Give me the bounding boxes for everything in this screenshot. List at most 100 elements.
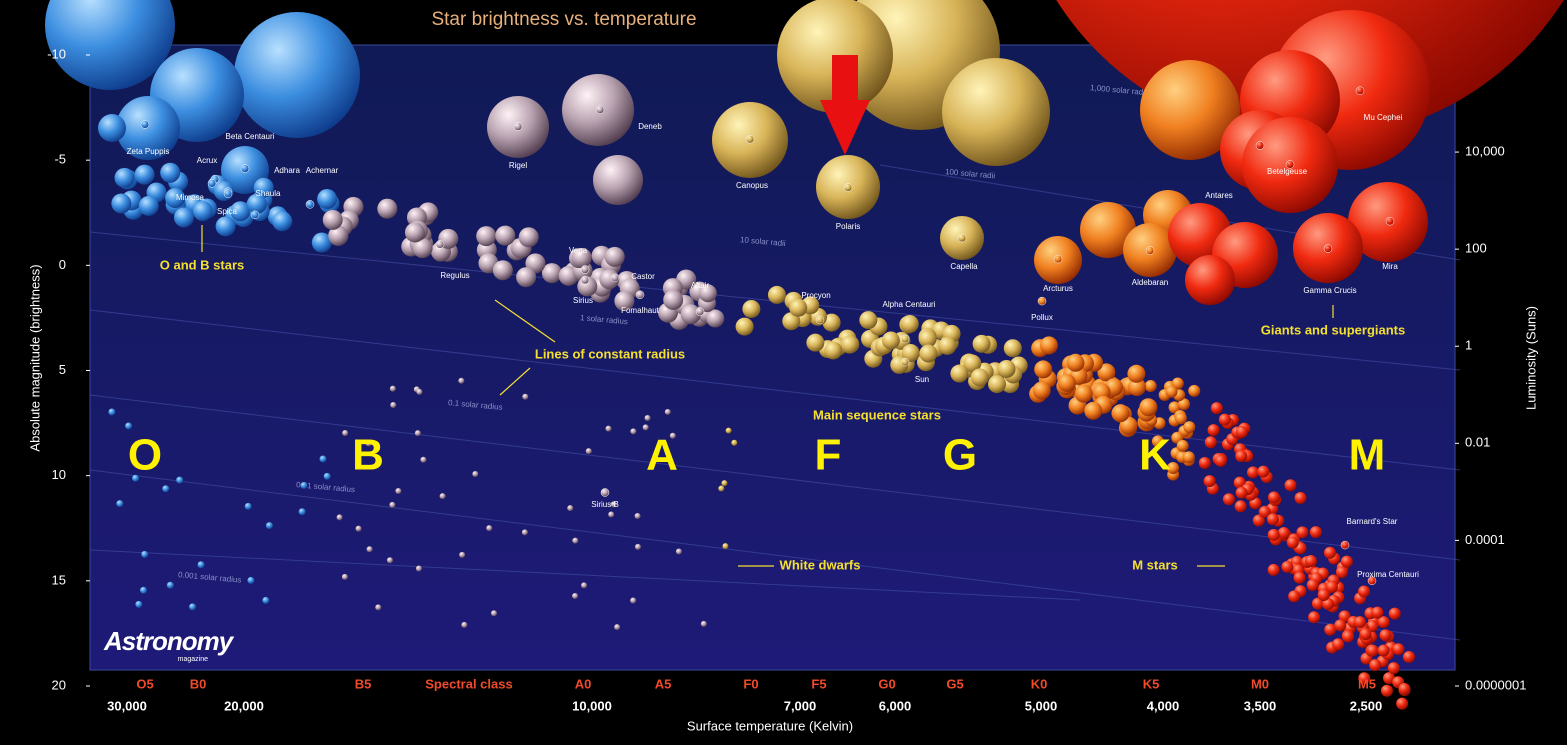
star-illustration [165, 187, 186, 208]
chart-title: Star brightness vs. temperature [431, 9, 696, 30]
star-illustration [375, 604, 382, 611]
named-star [435, 240, 445, 249]
star-illustration [1234, 500, 1247, 513]
star-illustration [806, 333, 825, 352]
star-illustration [1066, 353, 1085, 372]
star-illustration [1286, 536, 1299, 549]
star-illustration [1358, 585, 1371, 598]
star-illustration [1377, 644, 1390, 657]
star-illustration [45, 0, 175, 90]
star-illustration [328, 225, 349, 246]
named-star [1145, 246, 1155, 255]
star-label: Mira [1382, 262, 1398, 271]
star-label: Fomalhaut [621, 306, 660, 315]
star-illustration [950, 364, 969, 383]
star-illustration [98, 114, 126, 142]
star-illustration [1252, 514, 1265, 527]
star-illustration [253, 177, 274, 198]
star-illustration [265, 522, 273, 530]
class-letter: A [646, 431, 678, 480]
y2-tick-label: 0.0000001 [1465, 677, 1526, 692]
spectral-label: Spectral class [425, 676, 512, 691]
star-illustration [664, 408, 671, 415]
star-illustration [166, 581, 174, 589]
star-illustration [322, 209, 343, 230]
star-illustration [1396, 697, 1409, 710]
star-illustration [706, 309, 725, 328]
star-illustration [630, 428, 637, 435]
star-illustration [1325, 580, 1338, 593]
spectral-tick-label: G5 [946, 676, 963, 691]
star-illustration [420, 456, 427, 463]
star-illustration [492, 260, 513, 281]
spectral-tick-label: M5 [1358, 676, 1376, 691]
spectral-tick-label: A5 [655, 676, 672, 691]
star-illustration [390, 402, 397, 409]
named-star [595, 105, 605, 114]
star-illustration [663, 289, 684, 310]
star-illustration [1111, 404, 1130, 423]
named-star [900, 357, 910, 367]
star-illustration [918, 329, 937, 348]
star-illustration [725, 427, 732, 434]
star-label: Shaula [256, 189, 281, 198]
star-label: Sun [915, 375, 929, 384]
star-illustration [1306, 579, 1319, 592]
star-illustration [963, 354, 982, 373]
star-illustration [1183, 421, 1196, 434]
spectral-tick-label: G0 [878, 676, 895, 691]
star-illustration [1235, 426, 1248, 439]
star-illustration [567, 505, 574, 512]
annotation: White dwarfs [780, 557, 861, 572]
star-illustration [767, 285, 786, 304]
star-illustration [132, 474, 140, 482]
star-illustration [1246, 466, 1259, 479]
star-label: Acrux [197, 156, 217, 165]
star-illustration [1323, 546, 1336, 559]
y-tick-label: -5 [54, 152, 66, 167]
star-illustration [1182, 451, 1195, 464]
star-illustration [1039, 336, 1058, 355]
y-axis-label: Absolute magnitude (brightness) [27, 264, 42, 451]
star-illustration [1342, 630, 1355, 643]
star-illustration [731, 439, 738, 446]
star-label: Deneb [638, 122, 662, 131]
star-illustration [1057, 373, 1076, 392]
temperature-tick-label: 20,000 [224, 698, 264, 713]
star-label: Vega [569, 246, 588, 255]
star-label: Rigel [509, 161, 527, 170]
temperature-tick-label: 7,000 [784, 698, 817, 713]
star-illustration [742, 299, 761, 318]
star-illustration [644, 415, 651, 422]
star-illustration [1235, 486, 1248, 499]
star-illustration [1235, 450, 1248, 463]
star-illustration [300, 481, 308, 489]
star-illustration [610, 501, 617, 508]
named-star [610, 273, 620, 283]
spectral-tick-label: A0 [575, 676, 592, 691]
star-illustration [1294, 492, 1307, 505]
star-label: Pollux [1031, 313, 1053, 322]
star-illustration [1139, 398, 1158, 417]
star-illustration [1167, 462, 1180, 475]
logo: Astronomy [103, 626, 235, 656]
star-illustration [972, 334, 991, 353]
star-illustration [634, 543, 641, 550]
y-tick-label: 20 [52, 677, 66, 692]
named-star [600, 488, 610, 497]
temperature-tick-label: 10,000 [572, 698, 612, 713]
star-illustration [1097, 363, 1116, 382]
star-illustration [262, 596, 270, 604]
star-illustration [1207, 424, 1220, 437]
star-illustration [234, 12, 360, 138]
star-label: Arcturus [1043, 284, 1073, 293]
star-illustration [900, 314, 919, 333]
star-illustration [1382, 672, 1395, 685]
star-illustration [630, 597, 637, 604]
radius-line [89, 469, 1461, 641]
star-illustration [1293, 571, 1306, 584]
x-axis-label: Surface temperature (Kelvin) [687, 718, 853, 733]
y-tick-label: -10 [47, 46, 66, 61]
star-illustration [1218, 413, 1231, 426]
